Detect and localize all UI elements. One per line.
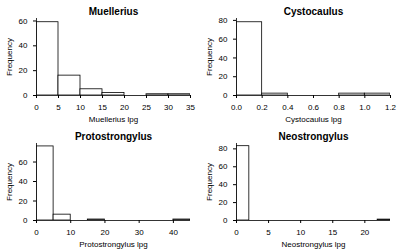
svg-text:0.2: 0.2	[257, 103, 269, 112]
svg-text:60: 60	[219, 35, 228, 44]
svg-text:20: 20	[120, 103, 129, 112]
svg-text:10: 10	[76, 103, 85, 112]
svg-text:1.2: 1.2	[385, 103, 397, 112]
svg-text:60: 60	[19, 17, 28, 26]
svg-text:15: 15	[98, 103, 107, 112]
svg-text:40: 40	[219, 53, 228, 62]
svg-text:Neostrongylus lpg: Neostrongylus lpg	[281, 240, 345, 249]
svg-text:Frequency: Frequency	[205, 38, 214, 76]
svg-text:0: 0	[223, 216, 228, 225]
svg-text:40: 40	[19, 177, 28, 186]
svg-text:0: 0	[23, 216, 28, 225]
svg-text:0: 0	[234, 228, 239, 237]
svg-text:40: 40	[19, 41, 28, 50]
svg-text:15: 15	[328, 228, 337, 237]
svg-text:60: 60	[219, 162, 228, 171]
svg-text:0: 0	[23, 91, 28, 100]
svg-text:60: 60	[19, 158, 28, 167]
svg-text:Frequency: Frequency	[5, 163, 14, 201]
svg-text:20: 20	[19, 197, 28, 206]
svg-text:0.8: 0.8	[334, 103, 346, 112]
svg-text:25: 25	[142, 103, 151, 112]
svg-text:20: 20	[19, 66, 28, 75]
svg-text:0: 0	[223, 91, 228, 100]
svg-text:0: 0	[34, 228, 39, 237]
svg-text:20: 20	[100, 228, 109, 237]
svg-text:10: 10	[296, 228, 305, 237]
svg-text:40: 40	[169, 228, 178, 237]
svg-text:1.0: 1.0	[359, 103, 371, 112]
svg-text:20: 20	[219, 72, 228, 81]
svg-text:0: 0	[34, 103, 39, 112]
svg-text:0.0: 0.0	[231, 103, 243, 112]
svg-text:10: 10	[66, 228, 75, 237]
svg-text:Muellerius lpg: Muellerius lpg	[89, 115, 138, 124]
svg-text:Cystocaulus: Cystocaulus	[284, 6, 344, 17]
svg-text:5: 5	[56, 103, 61, 112]
svg-text:20: 20	[219, 198, 228, 207]
svg-text:Frequency: Frequency	[5, 38, 14, 76]
svg-text:20: 20	[360, 228, 369, 237]
svg-text:30: 30	[164, 103, 173, 112]
svg-text:Protostrongylus: Protostrongylus	[75, 131, 153, 142]
svg-text:Muellerius: Muellerius	[89, 6, 139, 17]
svg-text:40: 40	[219, 180, 228, 189]
svg-text:Cystocaulus lpg: Cystocaulus lpg	[285, 115, 341, 124]
svg-text:30: 30	[135, 228, 144, 237]
svg-text:35: 35	[186, 103, 195, 112]
svg-text:Protostrongylus lpg: Protostrongylus lpg	[79, 240, 147, 249]
svg-text:Frequency: Frequency	[205, 163, 214, 201]
svg-text:0.4: 0.4	[282, 103, 294, 112]
svg-text:80: 80	[219, 16, 228, 25]
svg-text:0.6: 0.6	[308, 103, 320, 112]
svg-text:80: 80	[219, 144, 228, 153]
svg-text:5: 5	[266, 228, 271, 237]
svg-text:Neostrongylus: Neostrongylus	[278, 131, 348, 142]
